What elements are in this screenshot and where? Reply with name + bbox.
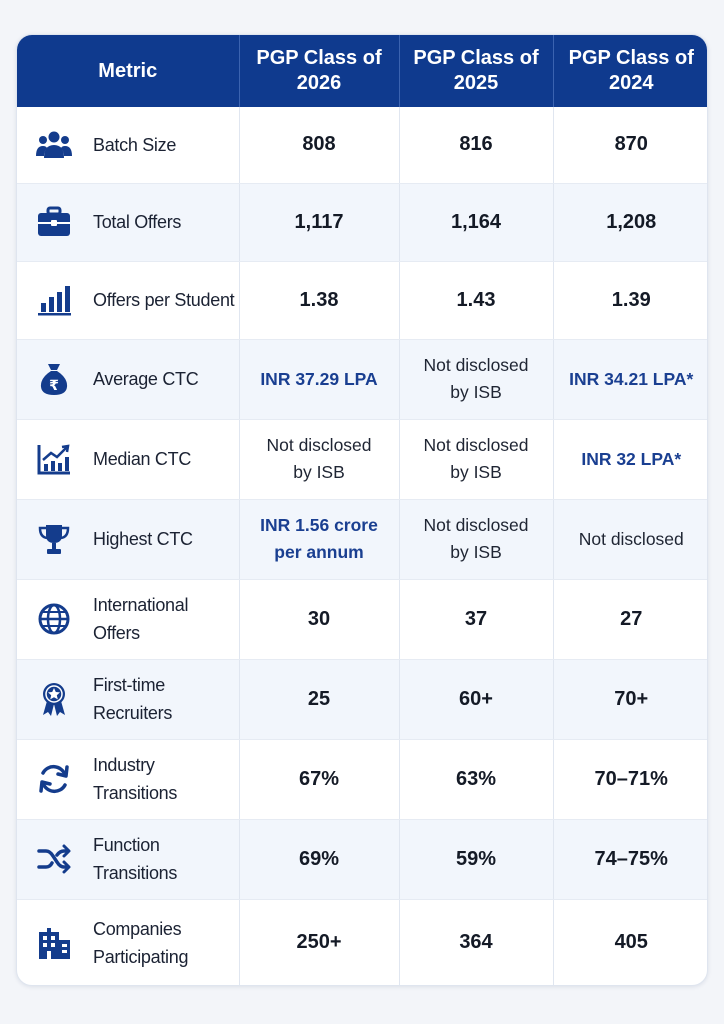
- header-metric: Metric: [17, 35, 240, 107]
- header-class-2024: PGP Class of 2024: [553, 35, 707, 107]
- refresh-cycle-icon: [35, 762, 73, 796]
- value-cell: 27: [553, 579, 707, 660]
- value-cell: 70–71%: [553, 739, 707, 820]
- metric-label: Average CTC: [93, 369, 199, 389]
- value-cell: 364: [399, 899, 554, 985]
- header-class-2026: PGP Class of 2026: [239, 35, 400, 107]
- value-cell: 59%: [399, 819, 554, 900]
- metric-label: Highest CTC: [93, 529, 193, 549]
- placement-stats-card: Metric PGP Class of 2026 PGP Class of 20…: [16, 34, 708, 986]
- metric-label: Offers per Student: [93, 290, 235, 310]
- value-cell: 60+: [399, 659, 554, 740]
- value-cell: 63%: [399, 739, 554, 820]
- value-cell: 1,117: [239, 183, 400, 262]
- value-cell: Not disclosed by ISB: [399, 499, 554, 580]
- table-row: Total Offers 1,117 1,164 1,208: [17, 183, 707, 262]
- value-cell: 67%: [239, 739, 400, 820]
- table-row: Offers per Student 1.38 1.43 1.39: [17, 261, 707, 340]
- metric-cell: Median CTC: [17, 419, 240, 500]
- metric-cell: Industry Transitions: [17, 739, 240, 820]
- table-row: International Offers 30 37 27: [17, 579, 707, 660]
- value-cell: 74–75%: [553, 819, 707, 900]
- table-row: First-time Recruiters 25 60+ 70+: [17, 659, 707, 740]
- value-cell: INR 37.29 LPA: [239, 339, 400, 420]
- value-cell: Not disclosed by ISB: [399, 419, 554, 500]
- metric-label: Industry Transitions: [93, 755, 178, 803]
- metric-label: International Offers: [93, 595, 189, 643]
- value-cell: 25: [239, 659, 400, 740]
- value-cell: 1,164: [399, 183, 554, 262]
- value-cell: INR 34.21 LPA*: [553, 339, 707, 420]
- value-cell: 70+: [553, 659, 707, 740]
- value-cell: Not disclosed: [553, 499, 707, 580]
- value-cell: Not disclosed by ISB: [239, 419, 400, 500]
- metric-label: Total Offers: [93, 212, 182, 232]
- metric-label: Function Transitions: [93, 835, 178, 883]
- value-cell: 69%: [239, 819, 400, 900]
- metric-cell: Total Offers: [17, 183, 240, 262]
- value-cell: 808: [239, 107, 400, 184]
- people-group-icon: [35, 128, 73, 162]
- table-row: Median CTC Not disclosed by ISB Not disclo…: [17, 419, 707, 500]
- metric-cell: International Offers: [17, 579, 240, 660]
- metric-cell: Offers per Student: [17, 261, 240, 340]
- table-row: Industry Transitions 67% 63% 70–71%: [17, 739, 707, 820]
- metric-cell: ₹ Average CTC: [17, 339, 240, 420]
- table-row: Companies Participating 250+ 364 405: [17, 899, 707, 985]
- shuffle-icon: [35, 842, 73, 876]
- globe-icon: [35, 602, 73, 636]
- metric-label: Median CTC: [93, 449, 192, 469]
- value-cell: 250+: [239, 899, 400, 985]
- value-cell: 816: [399, 107, 554, 184]
- value-cell: 1,208: [553, 183, 707, 262]
- metric-label: Companies Participating: [93, 918, 189, 967]
- metric-cell: Function Transitions: [17, 819, 240, 900]
- header-row: Metric PGP Class of 2026 PGP Class of 20…: [17, 35, 707, 107]
- value-cell: 30: [239, 579, 400, 660]
- table-row: Function Transitions 69% 59% 74–75%: [17, 819, 707, 900]
- award-badge-icon: [35, 682, 73, 716]
- bar-chart-icon: [35, 283, 73, 317]
- value-cell: 870: [553, 107, 707, 184]
- rupee-money-bag-icon: ₹: [35, 362, 73, 396]
- value-cell: INR 1.56 crore per annum: [239, 499, 400, 580]
- briefcase-icon: [35, 205, 73, 239]
- value-cell: 405: [614, 931, 648, 954]
- svg-text:₹: ₹: [49, 378, 59, 394]
- value-cell: 1.38: [239, 261, 400, 340]
- table-row: Batch Size 808 816 870: [17, 107, 707, 184]
- table-row: Highest CTC INR 1.56 crore per annum Not d…: [17, 499, 707, 580]
- metric-cell: Companies Participating: [17, 899, 240, 985]
- trophy-icon: [35, 522, 73, 556]
- value-cell: Not disclosed by ISB: [399, 339, 554, 420]
- value-cell: 37: [399, 579, 554, 660]
- metric-cell: First-time Recruiters: [17, 659, 240, 740]
- table-row: ₹ Average CTC INR 37.29 LPA Not disclosed b…: [17, 339, 707, 420]
- header-class-2025: PGP Class of 2025: [399, 35, 554, 107]
- metric-label: Batch Size: [93, 134, 177, 155]
- office-building-icon: [35, 926, 73, 960]
- metric-cell: Highest CTC: [17, 499, 240, 580]
- metric-label: First-time Recruiters: [93, 675, 173, 723]
- value-cell: INR 32 LPA*: [553, 419, 707, 500]
- placement-stats-table: Metric PGP Class of 2026 PGP Class of 20…: [17, 35, 707, 985]
- value-cell: 1.43: [399, 261, 554, 340]
- trend-chart-icon: [35, 442, 73, 476]
- metric-cell: Batch Size: [17, 107, 240, 184]
- value-cell: 1.39: [553, 261, 707, 340]
